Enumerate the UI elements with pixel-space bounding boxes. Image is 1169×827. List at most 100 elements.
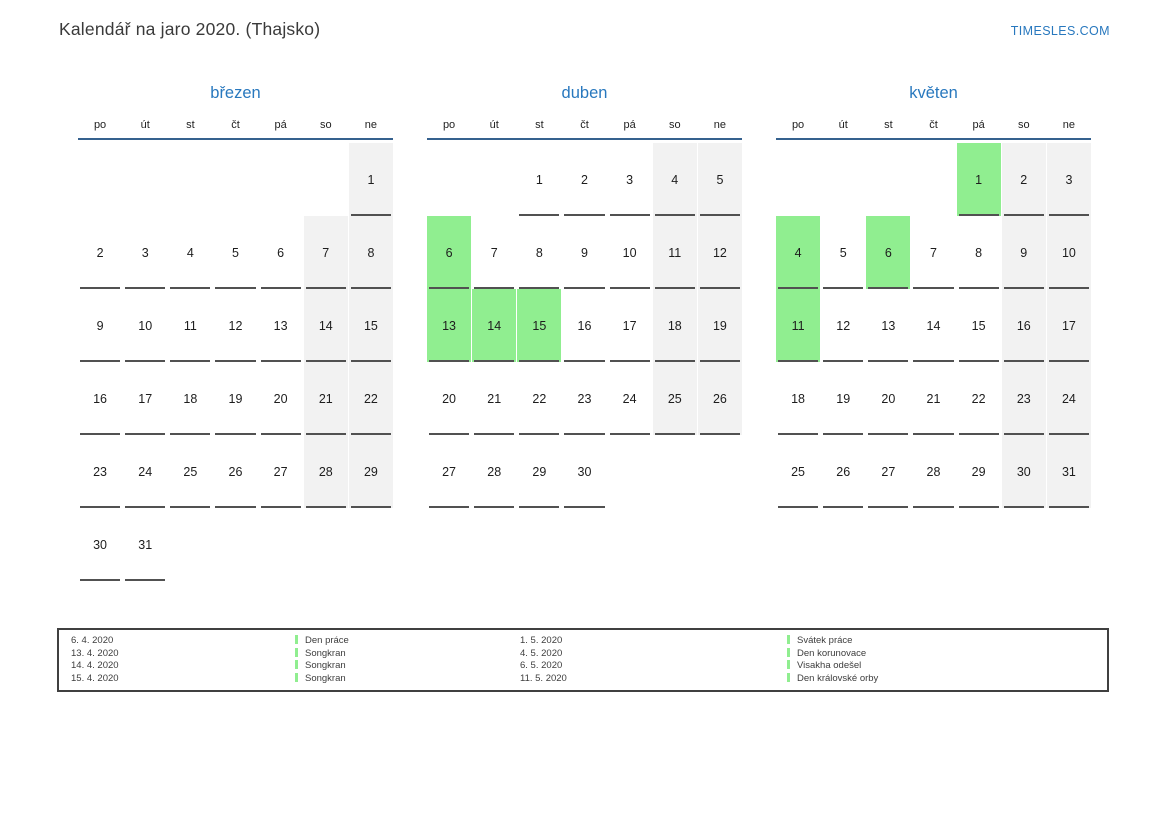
legend-holiday: Songkran	[295, 647, 520, 661]
day-number: 7	[322, 245, 330, 260]
day-cell: 17	[123, 362, 167, 435]
day-number: 28	[318, 464, 333, 479]
empty-cell	[213, 143, 257, 216]
day-number: 30	[1016, 464, 1031, 479]
day-number: 3	[1065, 172, 1073, 187]
day-cell: 27	[427, 435, 471, 508]
day-cell: 24	[123, 435, 167, 508]
day-cell: 4	[652, 143, 697, 216]
day-number: 29	[971, 464, 986, 479]
day-cell: 22	[517, 362, 561, 435]
day-cell: 2	[1001, 143, 1046, 216]
day-number: 18	[667, 318, 682, 333]
day-cell: 21	[472, 362, 516, 435]
day-number: 6	[277, 245, 285, 260]
weekday-label: pá	[623, 119, 636, 131]
holiday-name: Songkran	[305, 672, 346, 684]
weekday-label: po	[93, 119, 107, 131]
day-number: 12	[712, 245, 727, 260]
day-number: 22	[971, 391, 986, 406]
empty-cell	[123, 143, 167, 216]
legend-holiday: Den korunovace	[787, 647, 1107, 661]
weekday-label: po	[442, 119, 456, 131]
day-number: 26	[712, 391, 727, 406]
day-cell: 27	[259, 435, 303, 508]
day-number: 31	[138, 537, 153, 552]
day-number: 8	[367, 245, 375, 260]
day-number: 28	[487, 464, 502, 479]
legend-date: 14. 4. 2020	[71, 660, 119, 672]
empty-cell	[776, 143, 820, 216]
brand-link[interactable]: TIMESLES.COM	[1010, 24, 1110, 38]
holiday-name: Den korunovace	[797, 647, 867, 659]
empty-cell	[259, 143, 303, 216]
legend-date: 13. 4. 2020	[71, 647, 119, 659]
day-number: 30	[93, 537, 108, 552]
legend-date: 4. 5. 2020	[520, 647, 563, 659]
months-row: březen po út st čt pá so ne 1 2 3 4 5 6 7 8 9 10 11 12 13 14 1…	[78, 84, 1091, 581]
day-cell: 24	[608, 362, 652, 435]
day-cell: 18	[776, 362, 820, 435]
day-number: 19	[836, 391, 851, 406]
day-cell: 25	[776, 435, 820, 508]
day-cell: 14	[911, 289, 955, 362]
holiday-name: Visakha odešel	[797, 660, 862, 672]
day-cell: 6	[866, 216, 911, 289]
day-cell: 13	[866, 289, 910, 362]
legend-names-column: Svátek práce Den korunovace Visakha odešel…	[787, 635, 1107, 690]
weekday-label: ne	[364, 119, 378, 131]
day-cell: 5	[697, 143, 742, 216]
day-number: 11	[668, 245, 682, 260]
day-cell: 5	[821, 216, 865, 289]
month-březen: březen po út st čt pá so ne 1 2 3 4 5 6 7 8 9 10 11 12 13 14 1…	[78, 84, 393, 581]
day-number: 4	[186, 245, 194, 260]
day-cell: 8	[348, 216, 393, 289]
day-cell: 26	[697, 362, 742, 435]
empty-cell	[608, 435, 652, 508]
empty-cell	[304, 143, 348, 216]
day-cell: 20	[427, 362, 471, 435]
day-cell: 17	[1046, 289, 1091, 362]
day-number: 10	[138, 318, 153, 333]
weekday-label: so	[319, 119, 332, 131]
day-number: 20	[442, 391, 457, 406]
day-cell: 14	[303, 289, 348, 362]
day-number: 25	[667, 391, 682, 406]
day-cell: 25	[168, 435, 212, 508]
day-cell: 26	[213, 435, 257, 508]
day-cell: 16	[78, 362, 122, 435]
day-number: 15	[971, 318, 986, 333]
day-number: 2	[96, 245, 104, 260]
holiday-name: Svátek práce	[797, 635, 853, 646]
day-number: 20	[881, 391, 896, 406]
day-cell: 28	[303, 435, 348, 508]
empty-cell	[168, 143, 212, 216]
day-number: 6	[445, 245, 453, 260]
day-number: 8	[535, 245, 543, 260]
day-number: 1	[367, 172, 375, 187]
day-number: 17	[622, 318, 637, 333]
holiday-name: Den práce	[305, 635, 349, 646]
empty-cell	[78, 143, 122, 216]
day-cell: 31	[123, 508, 167, 581]
weekday-label: čt	[580, 119, 589, 131]
day-number: 11	[183, 318, 197, 333]
day-number: 24	[1061, 391, 1076, 406]
day-cell: 30	[562, 435, 606, 508]
page-title: Kalendář na jaro 2020. (Thajsko)	[59, 19, 321, 39]
holiday-marker-icon	[787, 672, 790, 682]
day-cell: 7	[472, 216, 516, 289]
month-duben: duben po út st čt pá so ne 1 2 3 4 5 6 7 8 9 10 11 12 13 14 15…	[427, 84, 742, 581]
day-cell: 19	[697, 289, 742, 362]
day-number: 6	[884, 245, 892, 260]
weeks-grid: 1 2 3 4 5 6 7 8 9 10 11 12 13 14 15 16 17 18 19 20 21 22 23 24 2…	[776, 143, 1091, 508]
weekday-label: so	[1017, 119, 1030, 131]
day-number: 17	[1061, 318, 1076, 333]
day-number: 26	[836, 464, 851, 479]
holiday-marker-icon	[787, 635, 790, 644]
day-cell: 29	[348, 435, 393, 508]
day-cell: 2	[78, 216, 122, 289]
legend-holiday: Songkran	[295, 660, 520, 673]
day-number: 23	[577, 391, 592, 406]
day-cell: 11	[776, 289, 821, 362]
